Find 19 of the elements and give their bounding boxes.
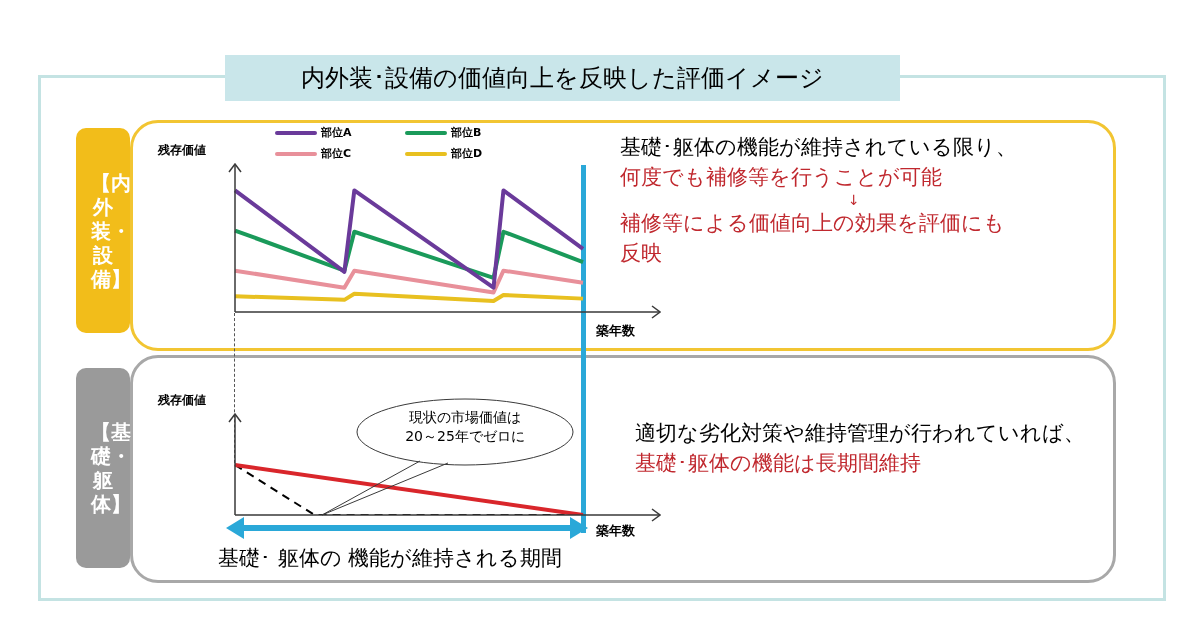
text: ↓ bbox=[847, 192, 861, 208]
text: 基礎･ 躯体の 機能が維持される期間 bbox=[218, 545, 563, 572]
legend-label: 部位A bbox=[321, 125, 352, 140]
text: 基礎･躯体の機能が維持されている限り、 bbox=[620, 134, 1018, 161]
y-axis-title: 残存価値 bbox=[158, 142, 206, 159]
text: 【内外装・設備】 bbox=[91, 170, 131, 291]
x-axis-title: 築年数 bbox=[596, 522, 635, 540]
legend-label: 部位C bbox=[321, 146, 352, 161]
text: 何度でも補修等を行うことが可能 bbox=[620, 164, 943, 191]
chart-title: 内外装･設備の価値向上を反映した評価イメージ bbox=[225, 55, 900, 101]
x-axis-title: 築年数 bbox=[596, 322, 635, 340]
text: 適切な劣化対策や維持管理が行われていれば、 bbox=[635, 421, 1085, 445]
legend-label: 部位B bbox=[451, 125, 482, 140]
text: 基礎･躯体の機能は長期間維持 bbox=[635, 451, 921, 475]
legend-label: 部位D bbox=[451, 146, 483, 161]
chart-subtitle: 【基礎・躯体】 bbox=[91, 420, 131, 516]
text: 現状の市場価値は 20～25年でゼロに bbox=[404, 408, 526, 446]
y-axis-title: 残存価値 bbox=[158, 392, 206, 409]
text: 補修等による価値向上の効果を評価にも反映 bbox=[620, 210, 1006, 267]
